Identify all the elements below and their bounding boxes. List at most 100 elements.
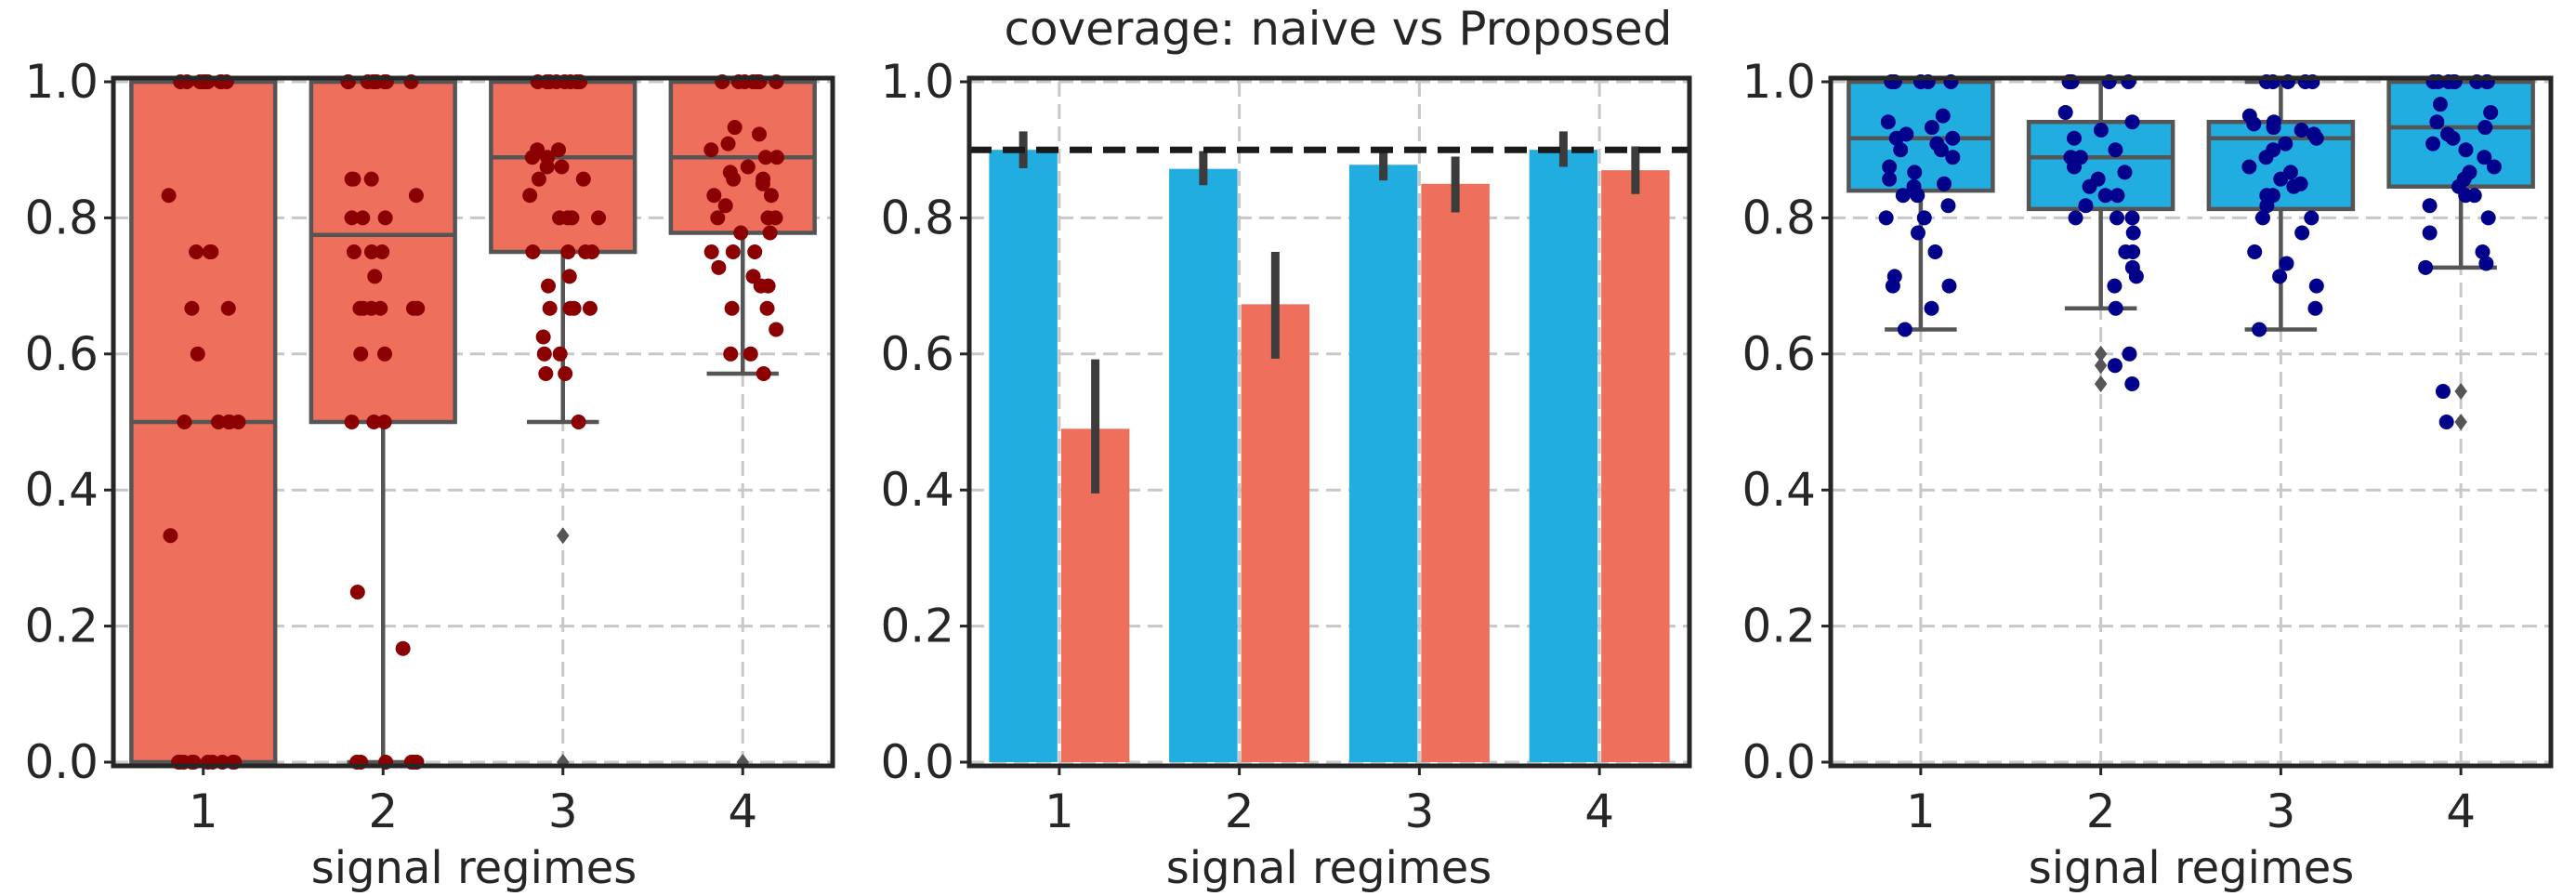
x-tick-label: 2 bbox=[2086, 784, 2116, 838]
box-group bbox=[309, 74, 457, 770]
data-point bbox=[2304, 210, 2320, 226]
data-point bbox=[710, 210, 726, 226]
outlier-marker bbox=[2094, 376, 2108, 393]
axes-frame bbox=[966, 75, 1692, 769]
y-tick-label: 0.2 bbox=[880, 600, 954, 653]
data-point bbox=[1924, 300, 1939, 316]
data-point bbox=[763, 188, 779, 204]
data-point bbox=[762, 225, 778, 241]
data-point bbox=[395, 640, 411, 656]
x-tick-label: 1 bbox=[1906, 784, 1936, 838]
data-point bbox=[2097, 188, 2113, 204]
data-point bbox=[2107, 278, 2123, 294]
data-point bbox=[539, 159, 555, 175]
data-point bbox=[352, 300, 368, 316]
data-point bbox=[1910, 225, 1925, 241]
data-point bbox=[720, 136, 736, 152]
data-point bbox=[1945, 130, 1961, 146]
data-point bbox=[2422, 198, 2438, 214]
data-point bbox=[2294, 225, 2310, 241]
x-tick-label: 4 bbox=[728, 784, 757, 838]
y-tick-label: 0.8 bbox=[1741, 191, 1816, 244]
data-point bbox=[2272, 269, 2288, 284]
bar-group bbox=[1348, 148, 1418, 762]
data-point bbox=[2477, 150, 2492, 165]
data-point bbox=[2252, 322, 2267, 337]
data-point bbox=[2124, 376, 2140, 392]
data-point bbox=[2082, 178, 2097, 194]
data-point bbox=[2093, 122, 2109, 138]
data-point bbox=[2425, 136, 2441, 152]
panel-naive-boxplot: signal regimes 0.0 0.2 0.4 0.6 0.8 1.0 1 2 3 4 bbox=[24, 55, 835, 894]
y-tick-label: 0.0 bbox=[24, 735, 99, 789]
data-point bbox=[1878, 210, 1894, 226]
data-point bbox=[2273, 171, 2289, 187]
data-point bbox=[2107, 358, 2123, 374]
y-tick-label: 0.0 bbox=[1741, 735, 1816, 789]
data-point bbox=[2486, 159, 2502, 175]
y-tick-label: 0.6 bbox=[1741, 327, 1816, 381]
axes-frame bbox=[111, 75, 835, 769]
data-point bbox=[1897, 322, 1912, 337]
data-point bbox=[1882, 159, 1898, 175]
data-point bbox=[550, 142, 566, 158]
data-point bbox=[353, 346, 369, 362]
data-point bbox=[2475, 244, 2491, 259]
data-point bbox=[724, 300, 740, 316]
data-point bbox=[769, 150, 784, 165]
data-point bbox=[554, 159, 570, 175]
data-point bbox=[2266, 120, 2281, 136]
data-point bbox=[163, 528, 178, 544]
y-tick-label: 1.0 bbox=[24, 55, 99, 109]
data-point bbox=[1927, 244, 1943, 259]
data-point bbox=[760, 278, 776, 294]
x-tick-label: 2 bbox=[1225, 784, 1255, 838]
data-point bbox=[377, 210, 393, 226]
data-point bbox=[743, 346, 758, 362]
data-point bbox=[755, 176, 770, 191]
data-point bbox=[538, 366, 554, 382]
data-point bbox=[366, 415, 382, 429]
data-point bbox=[1910, 188, 1925, 204]
data-point bbox=[757, 150, 773, 165]
data-point bbox=[1945, 150, 1961, 165]
bar-group bbox=[1421, 156, 1490, 763]
y-tick-label: 0.4 bbox=[24, 463, 99, 517]
data-point bbox=[2286, 178, 2302, 194]
data-point bbox=[2246, 116, 2262, 132]
data-point bbox=[760, 210, 776, 226]
data-point bbox=[408, 188, 424, 204]
data-point bbox=[561, 269, 577, 284]
data-point bbox=[2438, 415, 2454, 429]
data-point bbox=[759, 300, 775, 316]
data-point bbox=[2068, 210, 2083, 226]
data-point bbox=[375, 244, 390, 259]
data-point bbox=[344, 210, 360, 226]
bar bbox=[989, 150, 1058, 762]
outlier-marker bbox=[2094, 345, 2108, 362]
data-point bbox=[2125, 225, 2141, 241]
data-point bbox=[177, 415, 192, 429]
x-tick-label: 1 bbox=[189, 784, 218, 838]
bar bbox=[1421, 183, 1490, 763]
y-tick-label: 1.0 bbox=[880, 55, 954, 109]
y-tick-label: 0.8 bbox=[880, 191, 954, 244]
data-point bbox=[1940, 198, 1956, 214]
data-point bbox=[2445, 130, 2461, 146]
data-point bbox=[189, 244, 204, 259]
data-point bbox=[725, 244, 741, 259]
data-point bbox=[204, 244, 219, 259]
bar-group bbox=[1601, 146, 1670, 762]
data-point bbox=[1907, 165, 1923, 180]
data-point bbox=[363, 244, 379, 259]
data-point bbox=[531, 171, 546, 187]
data-point bbox=[733, 225, 749, 241]
panel-proposed-boxplot: signal regimes 0.0 0.2 0.4 0.6 0.8 1.0 1 2 3 4 bbox=[1741, 55, 2554, 894]
data-point bbox=[536, 346, 552, 362]
data-point bbox=[1924, 120, 1939, 136]
data-point bbox=[2078, 198, 2094, 214]
data-point bbox=[1941, 278, 1957, 294]
x-axis-label: signal regimes bbox=[311, 842, 637, 894]
x-axis-label: signal regimes bbox=[1166, 842, 1492, 894]
data-point bbox=[723, 346, 739, 362]
